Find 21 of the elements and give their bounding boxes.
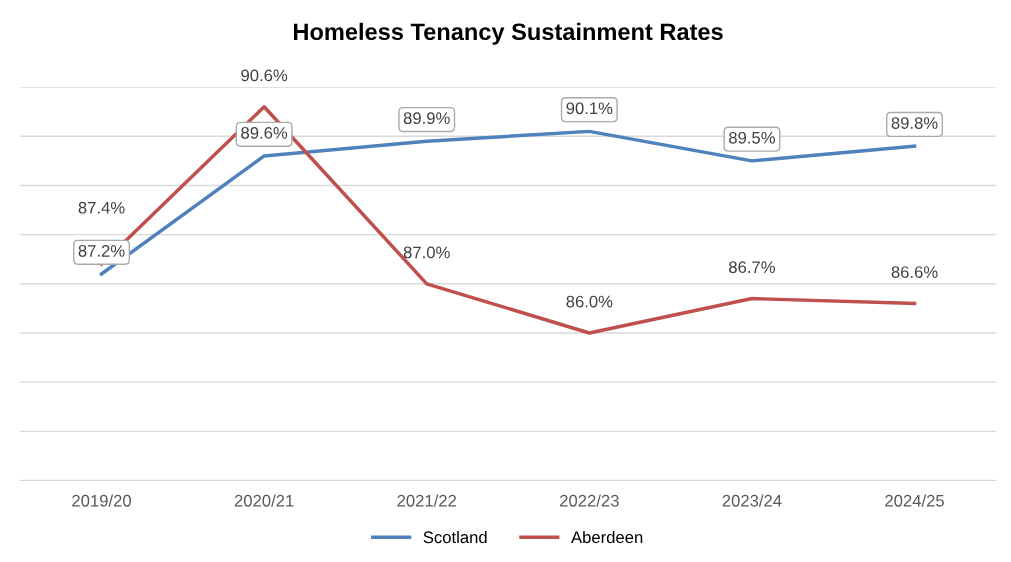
data-label: 89.6% — [241, 126, 288, 139]
data-label: 87.4% — [78, 201, 125, 214]
data-label: 87.0% — [403, 246, 450, 259]
x-tick-label: 2024/25 — [885, 494, 944, 507]
data-label: 89.9% — [403, 112, 450, 125]
x-tick-label: 2023/24 — [722, 494, 782, 507]
legend-label: Aberdeen — [571, 530, 643, 544]
data-label: 90.6% — [241, 69, 288, 82]
chart-title: Homeless Tenancy Sustainment Rates — [293, 22, 723, 45]
legend-label: Scotland — [423, 530, 487, 544]
data-label: 86.6% — [891, 266, 938, 278]
data-label: 89.8% — [891, 117, 938, 129]
x-tick-label: 2022/23 — [560, 494, 619, 507]
x-tick-label: 2020/21 — [234, 494, 294, 507]
data-label: 90.1% — [566, 102, 613, 115]
data-label: 86.7% — [729, 261, 775, 274]
data-label: 86.0% — [566, 295, 613, 308]
x-tick-label: 2021/22 — [397, 494, 457, 507]
x-tick-label: 2019/20 — [72, 494, 131, 507]
data-label: 87.2% — [78, 244, 125, 257]
data-label: 89.5% — [729, 131, 775, 144]
